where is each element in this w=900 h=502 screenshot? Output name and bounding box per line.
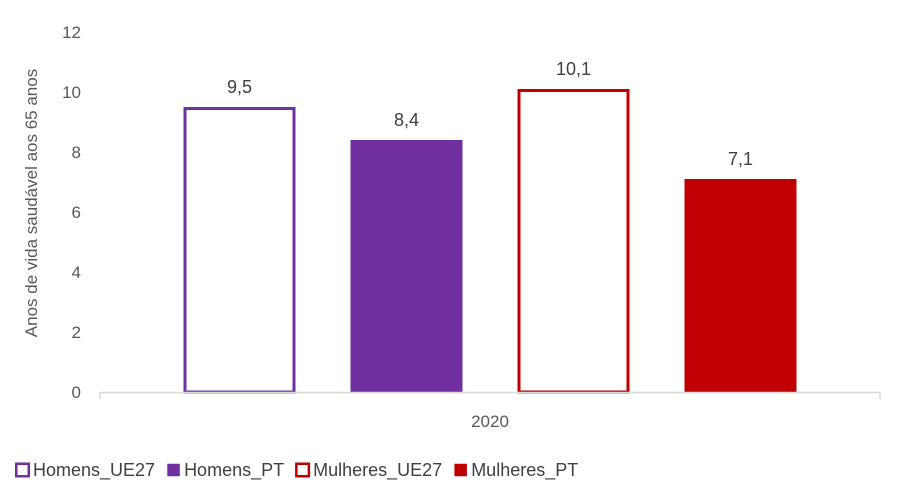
y-tick-label: 12 — [62, 23, 81, 42]
y-tick-label: 2 — [72, 323, 81, 342]
data-label: 7,1 — [728, 149, 753, 169]
x-axis-tick-labels: 2020 — [471, 412, 509, 431]
legend: Homens_UE27 Homens_PT Mulheres_UE27 Mulhere… — [15, 460, 578, 481]
y-axis-title-group: Anos de vida saudável aos 65 anos — [22, 69, 41, 337]
y-tick-label: 6 — [72, 203, 81, 222]
legend-swatch — [167, 463, 180, 477]
legend-swatch — [295, 462, 311, 478]
bar-mulheres-ue27 — [517, 89, 630, 394]
bar-mulheres-pt — [684, 179, 797, 392]
x-tick-label: 2020 — [471, 412, 509, 431]
legend-label: Mulheres_UE27 — [313, 460, 442, 481]
bar-homens-pt — [350, 140, 463, 392]
y-tick-label: 0 — [72, 383, 81, 402]
legend-swatch — [454, 463, 467, 477]
data-label: 9,5 — [227, 77, 252, 97]
legend-label: Mulheres_PT — [471, 460, 578, 481]
bars — [183, 89, 797, 394]
y-axis-title: Anos de vida saudável aos 65 anos — [22, 69, 41, 337]
legend-label: Homens_UE27 — [33, 460, 155, 481]
legend-swatch — [15, 462, 30, 478]
data-labels: 9,5 8,4 10,1 7,1 — [227, 59, 753, 169]
y-tick-label: 8 — [72, 143, 81, 162]
data-label: 8,4 — [394, 110, 419, 130]
y-tick-label: 4 — [72, 263, 81, 282]
bar-homens-ue27 — [183, 107, 296, 394]
y-tick-label: 10 — [62, 83, 81, 102]
y-axis-ticks: 0 2 4 6 8 10 12 — [62, 23, 81, 402]
x-axis — [99, 391, 881, 399]
data-label: 10,1 — [556, 59, 591, 79]
legend-label: Homens_PT — [184, 460, 284, 481]
